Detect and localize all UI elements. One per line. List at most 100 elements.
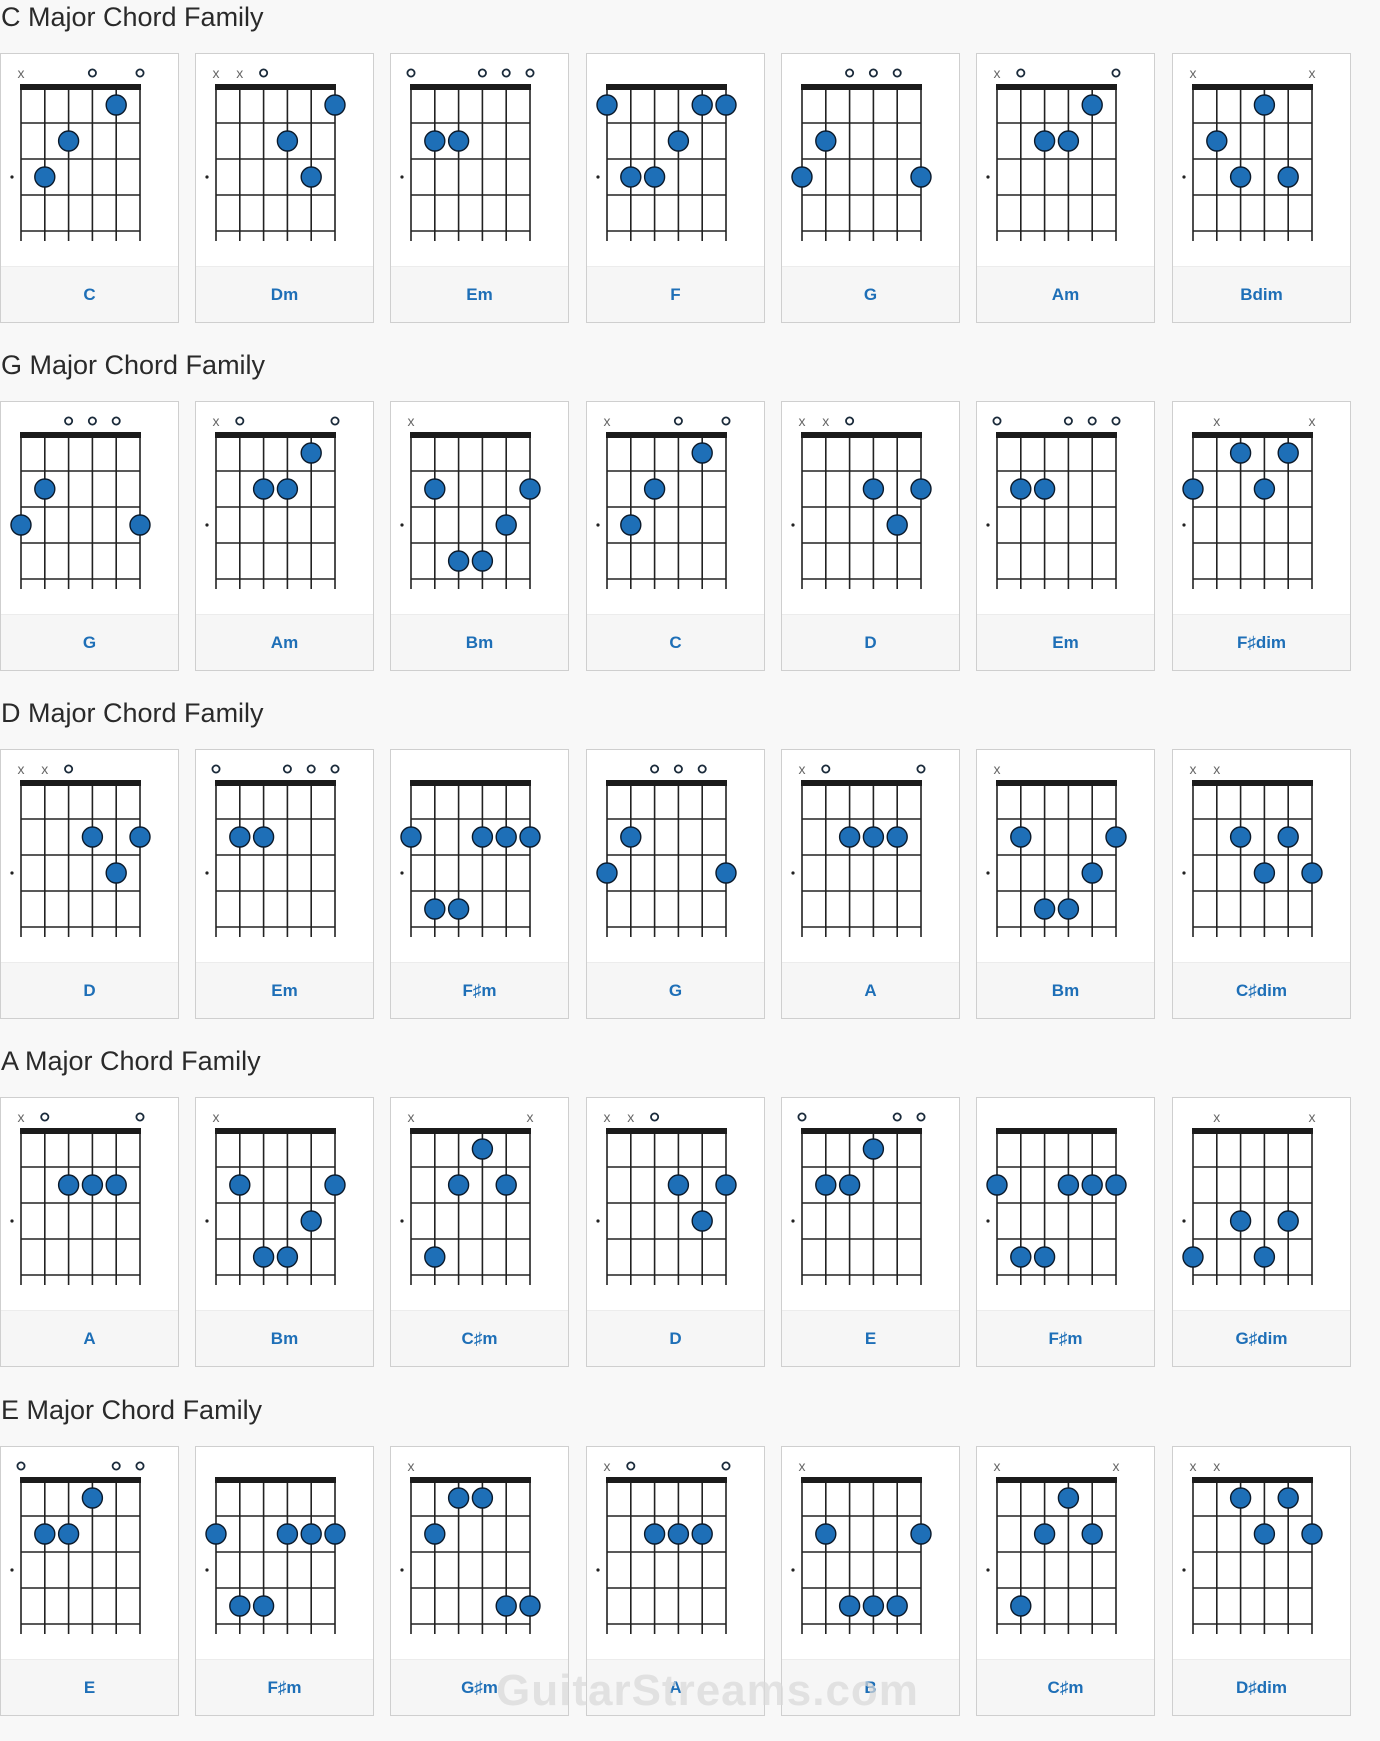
nut — [606, 780, 727, 786]
position-dot — [205, 1219, 209, 1223]
chord-card[interactable]: E — [781, 1097, 960, 1367]
position-dot — [791, 1219, 795, 1223]
finger-dot — [519, 1595, 541, 1617]
finger-dot — [57, 130, 80, 152]
chord-name: G — [668, 980, 683, 1000]
chord-card[interactable]: G — [781, 53, 960, 323]
muted-string-marker: x — [18, 761, 25, 777]
chord-card[interactable]: F♯m — [976, 1097, 1155, 1367]
finger-dot — [1081, 862, 1103, 884]
chord-card[interactable]: x x Bdim — [1172, 53, 1351, 323]
open-string-marker — [992, 416, 1002, 426]
open-string-marker — [330, 764, 340, 774]
chord-card[interactable]: Em — [195, 749, 374, 1019]
chord-card[interactable]: x Am — [195, 401, 374, 671]
open-string-marker — [87, 416, 97, 426]
finger-dot — [252, 478, 275, 500]
chord-name: Em — [271, 980, 298, 1000]
nut — [801, 1128, 922, 1134]
chord-name: F♯m — [462, 980, 497, 1000]
chord-card[interactable]: x x G♯dim — [1172, 1097, 1351, 1367]
chord-name: Em — [466, 284, 493, 304]
muted-string-marker: x — [18, 65, 25, 81]
chord-card[interactable]: x Bm — [195, 1097, 374, 1367]
chord-card[interactable]: x G♯m — [390, 1446, 569, 1716]
finger-dot — [667, 1523, 690, 1545]
position-dot — [986, 1568, 990, 1572]
position-dot — [10, 1568, 14, 1572]
muted-string-marker: x — [213, 1109, 220, 1125]
chord-name: G — [863, 284, 878, 304]
chord-card[interactable]: x Am — [976, 53, 1155, 323]
finger-dot — [643, 1523, 666, 1545]
position-dot — [205, 175, 209, 179]
chord-card[interactable]: x x C♯m — [976, 1446, 1155, 1716]
muted-string-marker: x — [799, 1458, 806, 1474]
nut — [215, 1477, 336, 1483]
chord-card[interactable]: x x D♯dim — [1172, 1446, 1351, 1716]
nut — [20, 1477, 141, 1483]
nut — [20, 1128, 141, 1134]
position-dot — [400, 1568, 404, 1572]
chord-name: Am — [270, 632, 299, 652]
chord-card[interactable]: x x C♯dim — [1172, 749, 1351, 1019]
open-string-marker — [525, 68, 535, 78]
open-string-marker — [111, 416, 121, 426]
finger-dot — [862, 826, 885, 848]
chord-card[interactable]: x x C♯m — [390, 1097, 569, 1367]
chord-card[interactable]: x x F♯dim — [1172, 401, 1351, 671]
position-dot — [1182, 175, 1186, 179]
chord-card[interactable]: Em — [976, 401, 1155, 671]
nut — [20, 84, 141, 90]
nut — [996, 780, 1117, 786]
chord-name: B — [864, 1677, 877, 1697]
finger-dot — [910, 478, 932, 500]
family-title: D Major Chord Family — [1, 698, 264, 728]
finger-dot — [447, 898, 470, 920]
chord-diagram: x — [791, 1458, 932, 1634]
finger-dot — [1253, 94, 1276, 116]
finger-dot — [495, 826, 517, 848]
chord-name: Bm — [1051, 980, 1080, 1000]
chord-diagram — [986, 416, 1121, 589]
chord-card[interactable]: F — [586, 53, 765, 323]
finger-dot — [1277, 1487, 1299, 1509]
chord-diagram — [205, 764, 340, 937]
finger-dot — [105, 1174, 127, 1196]
open-string-marker — [135, 1112, 145, 1122]
muted-string-marker: x — [213, 413, 220, 429]
chord-card[interactable]: Em — [390, 53, 569, 323]
chord-card[interactable]: F♯m — [390, 749, 569, 1019]
nut — [996, 84, 1117, 90]
chord-diagram — [791, 68, 932, 241]
chord-diagram: x — [10, 65, 145, 241]
chord-card[interactable]: x Bm — [390, 401, 569, 671]
chord-name: D — [864, 632, 877, 652]
chord-card[interactable]: F♯m — [195, 1446, 374, 1716]
position-dot — [10, 1219, 14, 1223]
muted-string-marker: x — [627, 1109, 634, 1125]
open-string-marker — [40, 1112, 50, 1122]
chord-card[interactable]: x Bm — [976, 749, 1155, 1019]
chord-card[interactable]: E — [0, 1446, 179, 1716]
family-title: E Major Chord Family — [1, 1395, 263, 1425]
chord-diagram — [205, 1477, 346, 1634]
chord-card[interactable]: G — [0, 401, 179, 671]
muted-string-marker: x — [18, 1109, 25, 1125]
finger-dot — [229, 1595, 251, 1617]
finger-dot — [105, 94, 127, 116]
chord-card[interactable]: G — [586, 749, 765, 1019]
chord-card[interactable]: x x Dm — [195, 53, 374, 323]
